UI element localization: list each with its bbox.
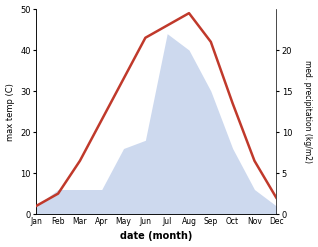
X-axis label: date (month): date (month) [120,231,192,242]
Y-axis label: med. precipitation (kg/m2): med. precipitation (kg/m2) [303,60,313,163]
Y-axis label: max temp (C): max temp (C) [5,83,15,141]
